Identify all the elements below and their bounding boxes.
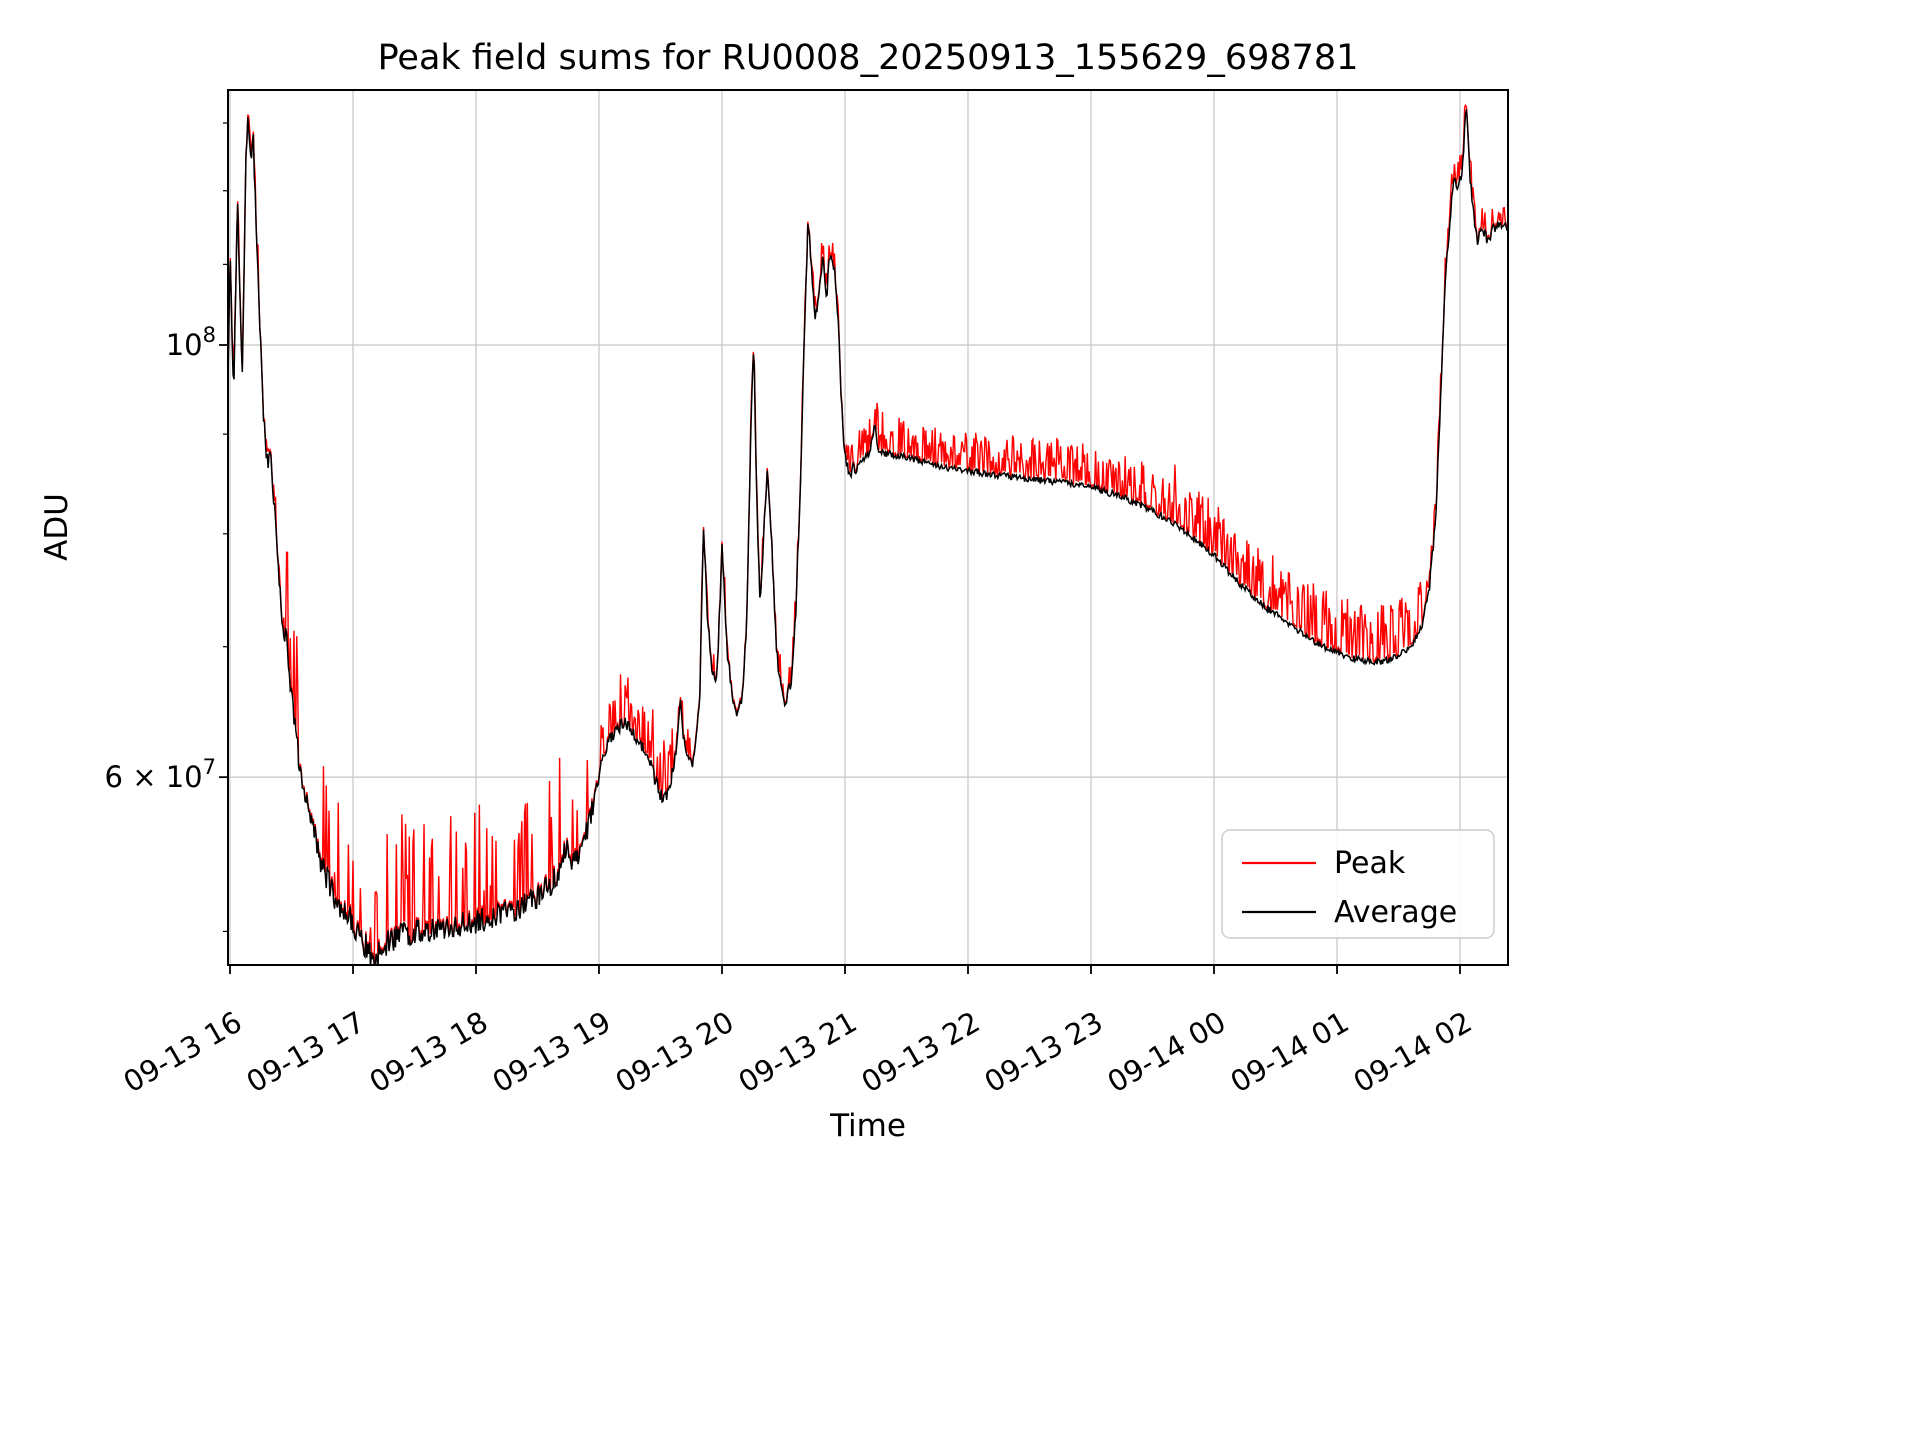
x-tick-label: 09-13 23 xyxy=(979,1005,1109,1100)
x-tick-label: 09-13 17 xyxy=(241,1005,371,1100)
chart-title: Peak field sums for RU0008_20250913_1556… xyxy=(377,38,1359,78)
y-tick-label: 6 × 107 xyxy=(105,755,216,794)
series-layer xyxy=(228,103,1508,965)
legend-entry-label: Average xyxy=(1334,895,1457,930)
x-tick-label: 09-13 18 xyxy=(364,1005,494,1100)
x-axis-label: Time xyxy=(830,1108,906,1144)
y-tick-label: 108 xyxy=(166,323,216,362)
average-series-line xyxy=(228,109,1508,965)
x-tick-label: 09-14 01 xyxy=(1225,1005,1355,1100)
x-tick-label: 09-13 22 xyxy=(856,1005,986,1100)
grid-layer xyxy=(228,90,1508,965)
y-axis-ticks: 108 6 × 107 xyxy=(105,122,228,933)
legend-entry-label: Peak xyxy=(1334,846,1406,881)
x-tick-label: 09-14 02 xyxy=(1348,1005,1478,1100)
x-tick-label: 09-14 00 xyxy=(1102,1005,1232,1100)
y-axis-label: ADU xyxy=(39,493,75,561)
axes-border xyxy=(227,89,1509,966)
x-tick-label: 09-13 20 xyxy=(610,1005,740,1100)
legend: Peak Average xyxy=(1221,829,1495,939)
x-tick-label: 09-13 19 xyxy=(487,1005,617,1100)
x-tick-label: 09-13 16 xyxy=(118,1005,248,1100)
x-tick-label: 09-13 21 xyxy=(733,1005,863,1100)
